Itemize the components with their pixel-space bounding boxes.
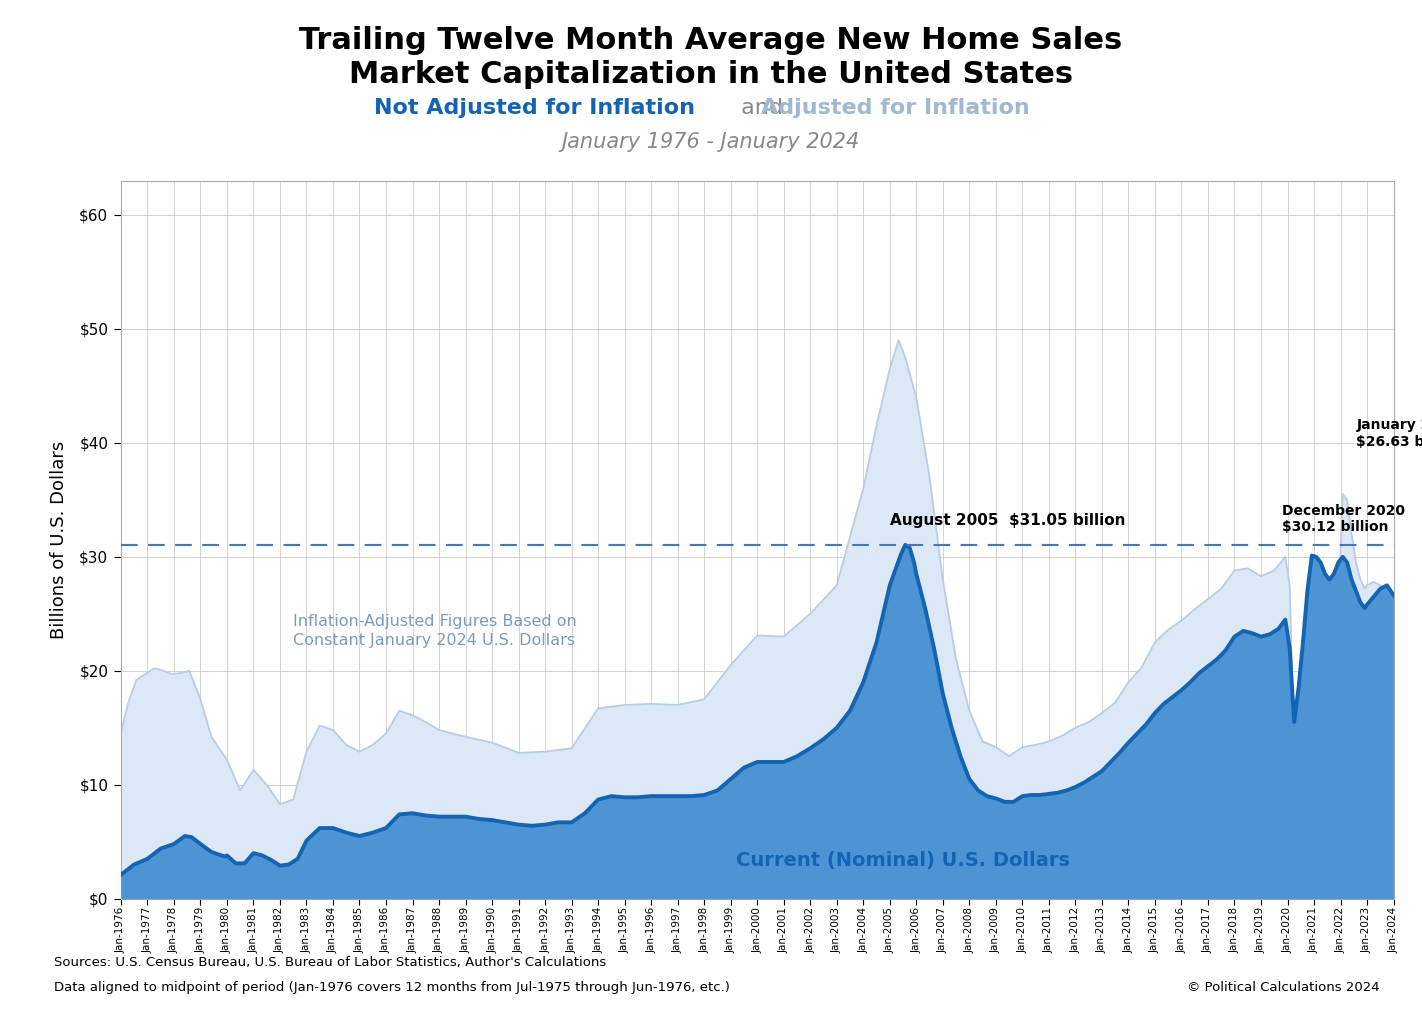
Text: Market Capitalization in the United States: Market Capitalization in the United Stat… xyxy=(348,60,1074,89)
Text: December 2020
$30.12 billion: December 2020 $30.12 billion xyxy=(1283,504,1405,534)
Text: January 1976 - January 2024: January 1976 - January 2024 xyxy=(562,132,860,152)
Text: and: and xyxy=(734,98,789,118)
Y-axis label: Billions of U.S. Dollars: Billions of U.S. Dollars xyxy=(50,441,68,638)
Text: Not Adjusted for Inflation: Not Adjusted for Inflation xyxy=(374,98,695,118)
Text: © Political Calculations 2024: © Political Calculations 2024 xyxy=(1187,981,1379,995)
Text: Inflation-Adjusted Figures Based on
Constant January 2024 U.S. Dollars: Inflation-Adjusted Figures Based on Cons… xyxy=(293,614,577,649)
Text: August 2005  $31.05 billion: August 2005 $31.05 billion xyxy=(890,513,1125,528)
Text: Sources: U.S. Census Bureau, U.S. Bureau of Labor Statistics, Author's Calculati: Sources: U.S. Census Bureau, U.S. Bureau… xyxy=(54,956,606,969)
Text: Trailing Twelve Month Average New Home Sales: Trailing Twelve Month Average New Home S… xyxy=(300,26,1122,55)
Text: Current (Nominal) U.S. Dollars: Current (Nominal) U.S. Dollars xyxy=(737,851,1069,870)
Text: Data aligned to midpoint of period (Jan-1976 covers 12 months from Jul-1975 thro: Data aligned to midpoint of period (Jan-… xyxy=(54,981,729,995)
Text: Adjusted for Inflation: Adjusted for Inflation xyxy=(761,98,1030,118)
Text: January 2024
$26.63 billion: January 2024 $26.63 billion xyxy=(1357,418,1422,448)
